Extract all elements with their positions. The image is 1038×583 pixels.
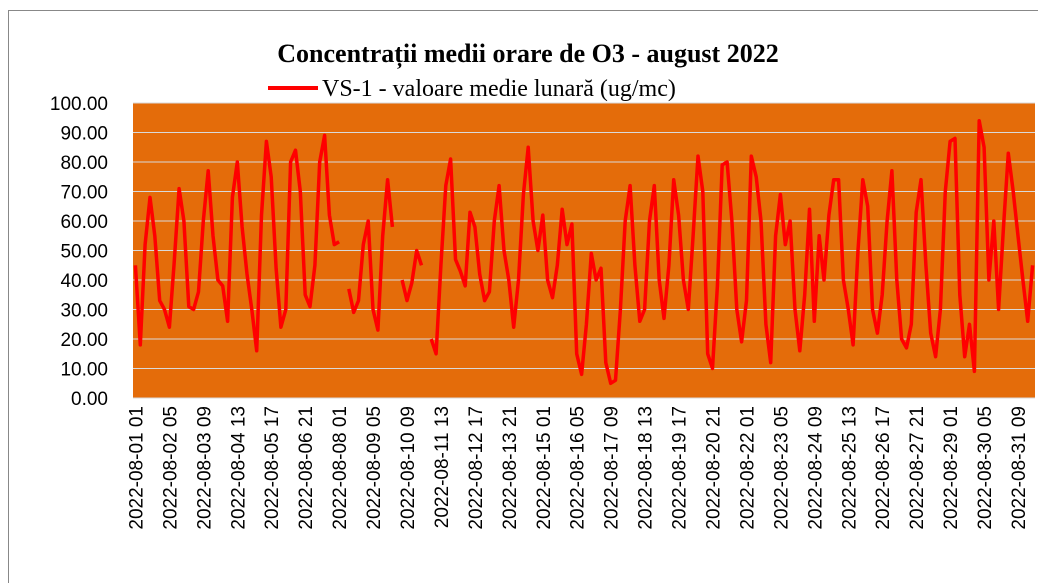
x-tick-label: 2022-08-23 05: [771, 406, 792, 530]
x-tick-label: 2022-08-03 09: [194, 406, 215, 530]
x-tick-label: 2022-08-25 13: [839, 406, 860, 530]
x-tick-label: 2022-08-12 17: [466, 406, 487, 530]
x-tick-label: 2022-08-30 05: [975, 406, 996, 530]
y-tick-label: 0.00: [71, 389, 108, 410]
x-tick-label: 2022-08-10 09: [398, 406, 419, 530]
x-tick-label: 2022-08-09 05: [364, 406, 385, 530]
x-tick-label: 2022-08-13 21: [500, 406, 521, 530]
y-tick-label: 100.00: [50, 94, 108, 115]
x-tick-label: 2022-08-04 13: [228, 406, 249, 530]
x-tick-label: 2022-08-05 17: [262, 406, 283, 530]
x-tick-label: 2022-08-27 21: [907, 406, 928, 530]
y-tick-label: 40.00: [60, 271, 108, 292]
x-tick-label: 2022-08-18 13: [636, 406, 657, 530]
x-tick-label: 2022-08-22 01: [737, 406, 758, 530]
legend-label: VS-1 - valoare medie lunară (ug/mc): [322, 76, 676, 102]
y-tick-label: 70.00: [60, 183, 108, 204]
x-tick-label: 2022-08-20 21: [704, 406, 725, 530]
x-tick-label: 2022-08-02 05: [160, 406, 181, 530]
chart-title: Concentrații medii orare de O3 - august …: [277, 39, 778, 69]
x-tick-label: 2022-08-19 17: [670, 406, 691, 530]
y-tick-label: 30.00: [60, 301, 108, 322]
x-tick-label: 2022-08-11 13: [432, 406, 453, 528]
y-tick-label: 10.00: [60, 360, 108, 381]
x-tick-label: 2022-08-15 01: [534, 406, 555, 530]
y-tick-label: 90.00: [60, 124, 108, 145]
y-tick-label: 50.00: [60, 242, 108, 263]
y-tick-label: 60.00: [60, 212, 108, 233]
x-tick-label: 2022-08-26 17: [873, 406, 894, 530]
y-tick-label: 80.00: [60, 153, 108, 174]
x-tick-label: 2022-08-08 01: [330, 406, 351, 530]
x-tick-label: 2022-08-06 21: [296, 406, 317, 530]
x-tick-label: 2022-08-29 01: [941, 406, 962, 530]
x-tick-label: 2022-08-16 05: [568, 406, 589, 530]
data-line: [133, 118, 1035, 386]
x-tick-label: 2022-08-17 09: [602, 406, 623, 530]
x-tick-label: 2022-08-31 09: [1009, 406, 1030, 530]
y-tick-label: 20.00: [60, 330, 108, 351]
x-tick-label: 2022-08-24 09: [805, 406, 826, 530]
x-tick-label: 2022-08-01 01: [126, 406, 147, 530]
